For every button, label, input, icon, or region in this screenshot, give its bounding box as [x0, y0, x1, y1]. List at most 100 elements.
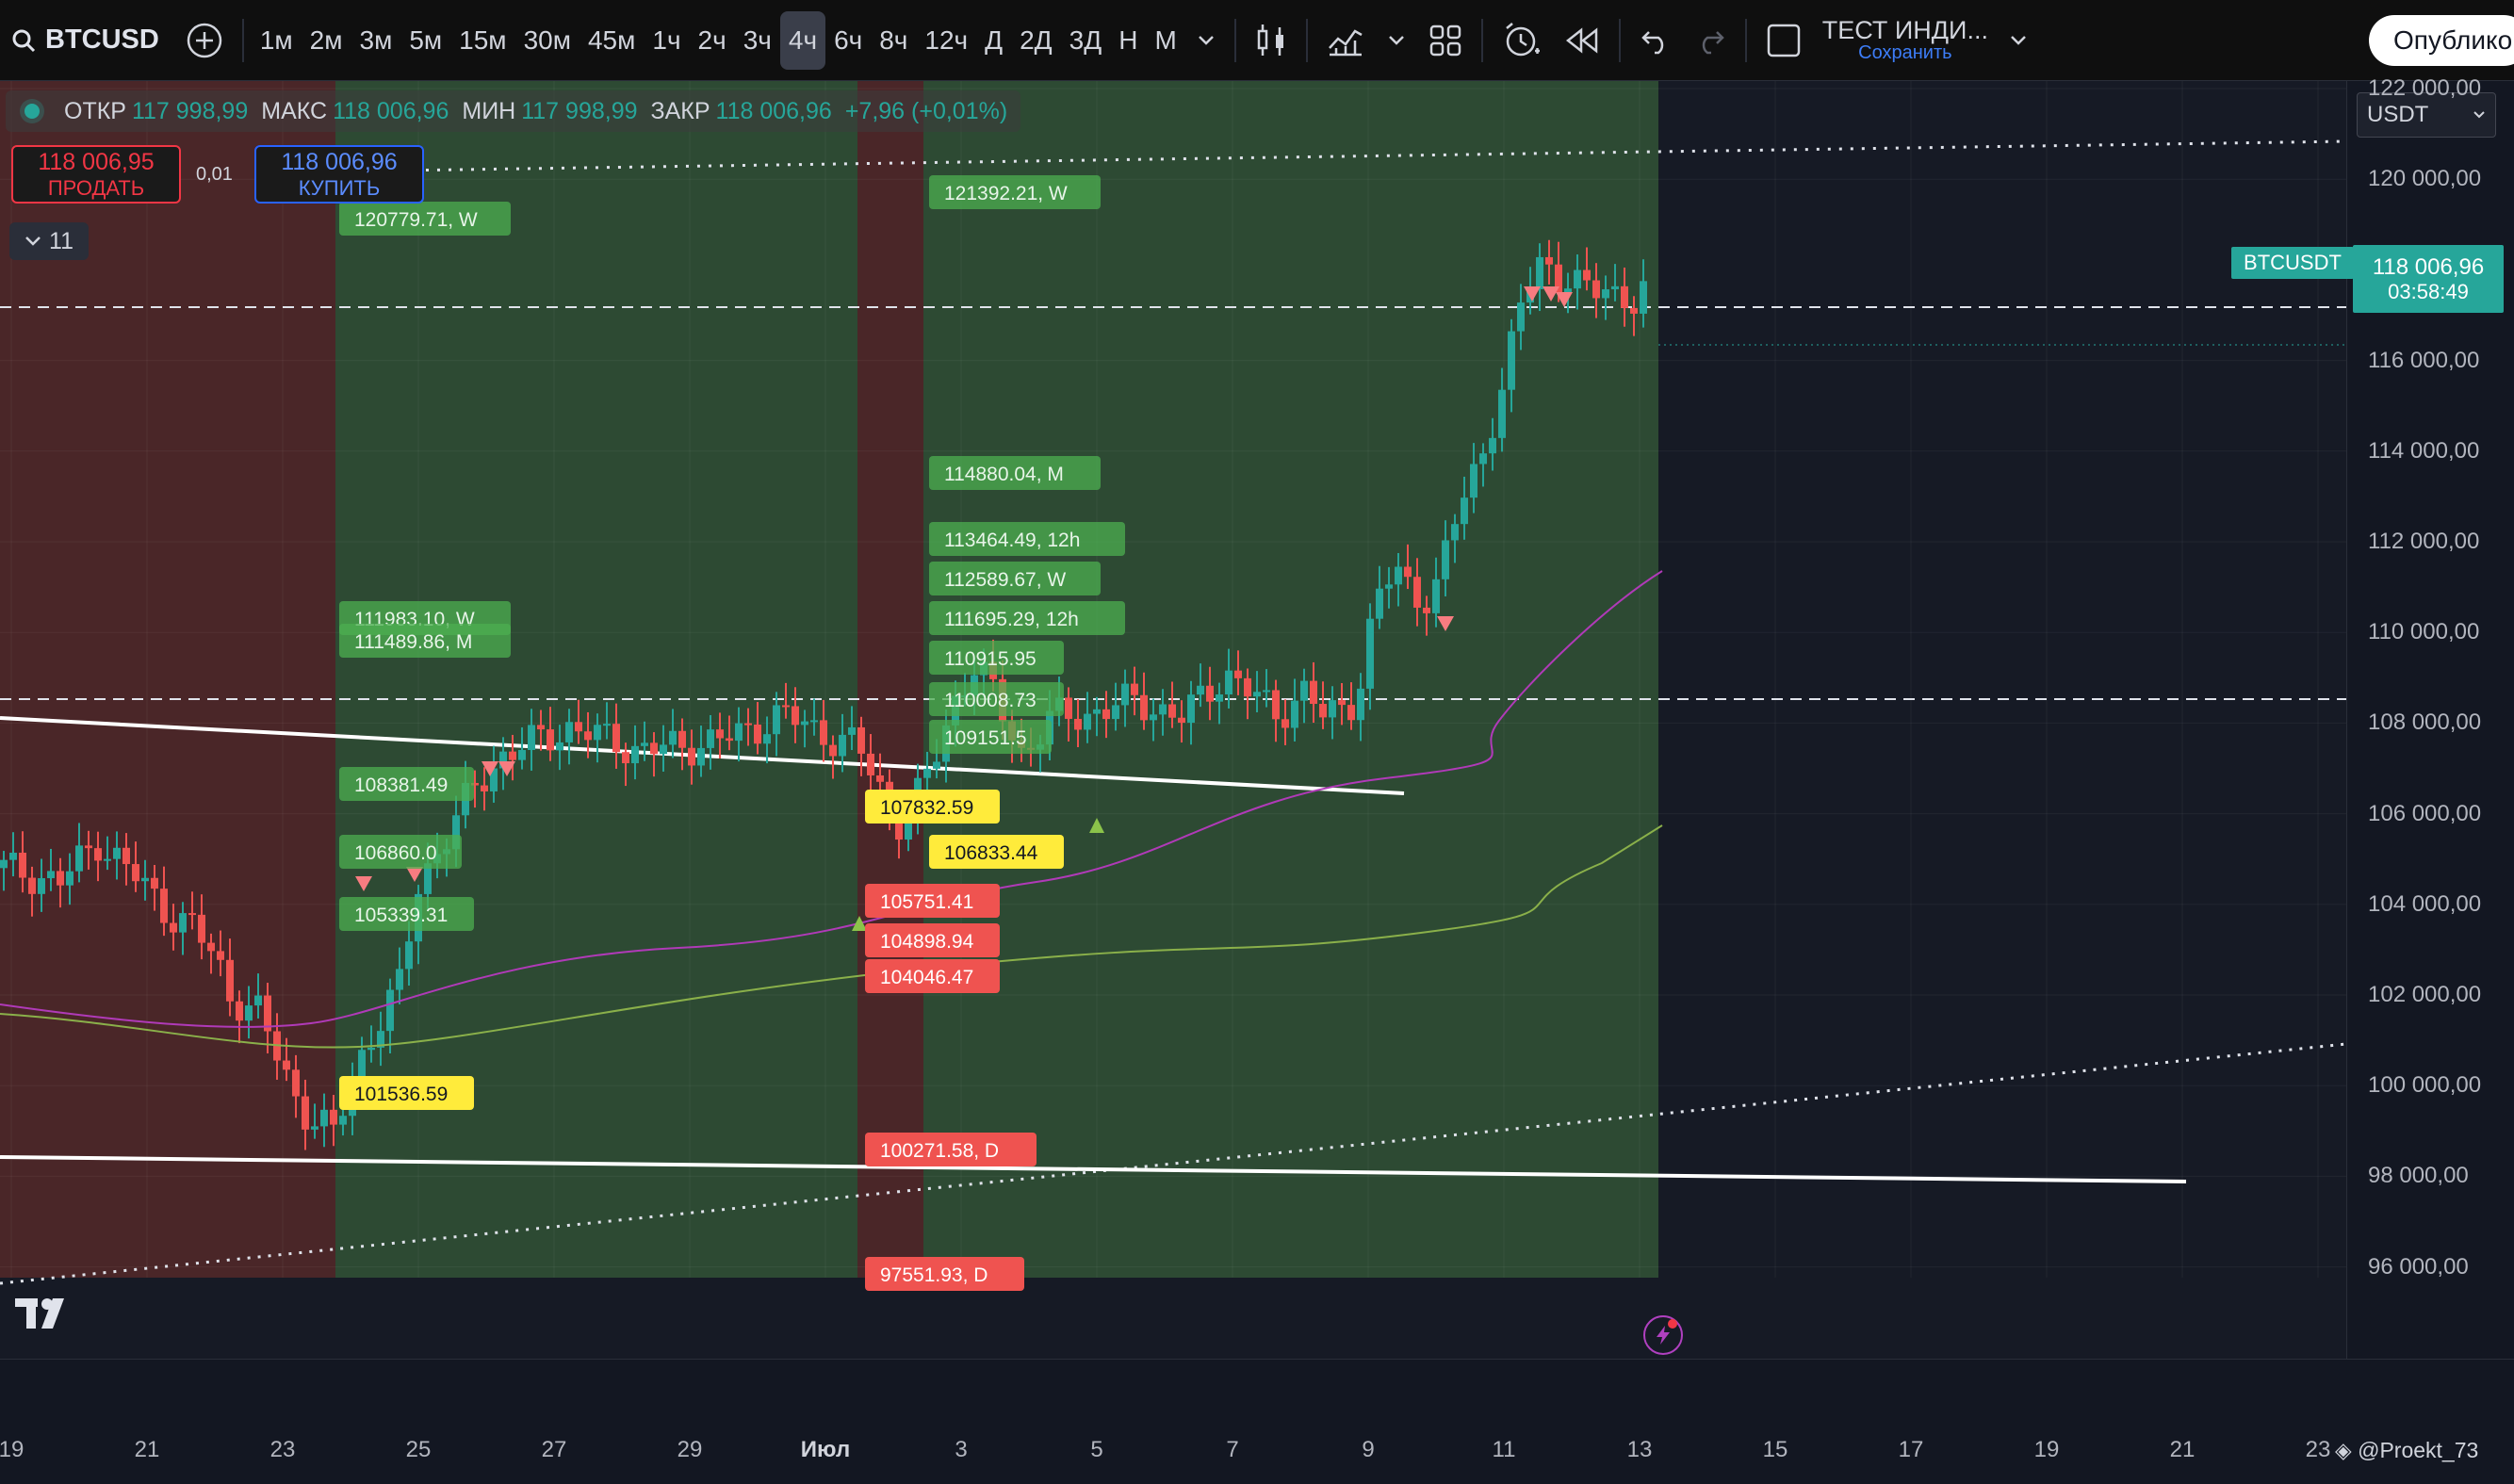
- candle-body: [1611, 285, 1619, 290]
- level-label-text: 106860.0: [354, 842, 437, 864]
- candles-icon: [1257, 24, 1283, 56]
- lightning-button[interactable]: [1643, 1315, 1683, 1355]
- candle-body: [339, 1116, 347, 1125]
- level-label-text: 112589.67, W: [944, 569, 1066, 591]
- candle-body: [575, 722, 582, 732]
- interval-button[interactable]: 1ч: [652, 24, 681, 55]
- interval-button[interactable]: 3Д: [1069, 24, 1102, 55]
- time-axis-label: 23: [2305, 1437, 2331, 1462]
- level-label-text: 114880.04, M: [944, 464, 1064, 485]
- candle-body: [537, 725, 545, 730]
- candle-body: [1423, 607, 1430, 613]
- candle-body: [226, 959, 234, 1002]
- level-label: 109151.5: [929, 720, 1052, 754]
- level-label: 101536.59: [339, 1076, 474, 1110]
- ohlc-legend: ОТКР 117 998,99 МАКС 118 006,96 МИН 117 998…: [6, 90, 1021, 132]
- interval-button[interactable]: 15м: [459, 24, 507, 55]
- chevron-down-icon: [1388, 35, 1404, 45]
- interval-button[interactable]: 2Д: [1020, 24, 1053, 55]
- currency-select[interactable]: USDT: [2357, 92, 2496, 138]
- chart-type-button[interactable]: [1244, 11, 1298, 70]
- layout-menu-button[interactable]: [1998, 11, 2039, 70]
- time-axis[interactable]: 19 21 23 25 27 29 Июл 3 5 7 9 11 13 15 17 19 21 23: [0, 1359, 2514, 1484]
- level-label-bg: [865, 790, 1000, 824]
- interval-button[interactable]: 8ч: [879, 24, 908, 55]
- candle-body: [38, 878, 45, 894]
- level-label-bg: [865, 1257, 1024, 1291]
- chart-pane[interactable]: 121392.21, W 120779.71, W 114880.04, M 1134…: [0, 81, 2346, 1359]
- last-price-tag: 118 006,96 03:58:49: [2353, 245, 2504, 313]
- tradingview-logo[interactable]: [15, 1296, 77, 1335]
- interval-button[interactable]: 5м: [409, 24, 443, 55]
- candle-body: [481, 785, 488, 791]
- candle-body: [1347, 705, 1355, 721]
- symbol-price-tag: BTCUSDT: [2231, 247, 2354, 279]
- indicators-button[interactable]: [1315, 11, 1376, 70]
- level-label: 108381.49: [339, 767, 474, 801]
- time-axis-label: 13: [1626, 1437, 1653, 1462]
- toolbar-separator: [1618, 18, 1621, 62]
- candle-body: [650, 742, 658, 755]
- candle-body: [1630, 307, 1638, 314]
- dotted-trend-line: [335, 139, 2346, 173]
- sell-button[interactable]: 118 006,95 ПРОДАТЬ: [11, 145, 181, 204]
- replay-button[interactable]: [1553, 11, 1611, 70]
- indicators-collapse-button[interactable]: 11: [9, 222, 89, 260]
- level-label-bg: [339, 1076, 474, 1110]
- sell-price: 118 006,95: [38, 148, 155, 175]
- interval-button[interactable]: 4ч: [779, 10, 826, 70]
- redo-button[interactable]: [1683, 11, 1738, 70]
- sell-signal-icon: [1556, 292, 1573, 307]
- interval-button[interactable]: 1м: [259, 24, 293, 55]
- toolbar-separator: [1233, 18, 1236, 62]
- candle-body: [1121, 683, 1129, 706]
- buy-button[interactable]: 118 006,96 КУПИТЬ: [254, 145, 424, 204]
- order-quantity[interactable]: 0,01: [196, 164, 233, 185]
- candle-body: [1432, 579, 1440, 613]
- alert-button[interactable]: [1491, 11, 1553, 70]
- level-label-bg: [865, 884, 1000, 918]
- time-axis-label: 27: [541, 1437, 567, 1462]
- price-chart[interactable]: 121392.21, W 120779.71, W 114880.04, M 1134…: [0, 81, 2346, 1359]
- close-label: ЗАКР: [650, 97, 710, 124]
- candle-body: [452, 815, 460, 850]
- time-axis-label: 25: [405, 1437, 432, 1462]
- interval-button[interactable]: 45м: [587, 24, 636, 55]
- level-label-bg: [339, 897, 474, 931]
- compare-symbol-button[interactable]: [174, 11, 235, 70]
- interval-button[interactable]: М: [1154, 24, 1177, 55]
- indicators-menu-button[interactable]: [1376, 11, 1417, 70]
- layout-checkbox-button[interactable]: [1755, 11, 1813, 70]
- candle-body: [839, 734, 846, 757]
- level-label: 113464.49, 12h: [929, 522, 1125, 556]
- templates-button[interactable]: [1417, 11, 1474, 70]
- interval-button[interactable]: 2ч: [697, 24, 726, 55]
- interval-button[interactable]: 3ч: [743, 24, 772, 55]
- candle-body: [1244, 677, 1251, 697]
- time-axis-label: 15: [1762, 1437, 1788, 1462]
- interval-button[interactable]: 2м: [309, 24, 343, 55]
- chevron-down-icon: [1198, 35, 1214, 45]
- time-axis-label: 17: [1898, 1437, 1924, 1462]
- interval-button[interactable]: Д: [985, 24, 1004, 55]
- publish-button[interactable]: Опублико: [2369, 15, 2514, 66]
- layout-save[interactable]: ТЕСТ ИНДИ... Сохранить: [1813, 16, 1998, 63]
- interval-button[interactable]: 12ч: [924, 24, 969, 55]
- interval-button[interactable]: 3м: [359, 24, 393, 55]
- candle-body: [1583, 269, 1591, 281]
- undo-button[interactable]: [1628, 11, 1683, 70]
- interval-more-button[interactable]: [1185, 11, 1227, 70]
- candle-body: [1479, 453, 1487, 465]
- interval-button[interactable]: 6ч: [834, 24, 863, 55]
- candle-body: [1187, 694, 1195, 724]
- candle-body: [1178, 717, 1185, 724]
- time-axis-label: 23: [269, 1437, 296, 1462]
- interval-button[interactable]: 30м: [523, 24, 571, 55]
- buy-label: КУПИТЬ: [298, 175, 381, 200]
- candle-body: [424, 863, 432, 894]
- symbol-search[interactable]: BTCUSD: [0, 0, 174, 81]
- interval-button[interactable]: Н: [1118, 24, 1138, 55]
- price-axis-label: 114 000,00: [2368, 437, 2480, 464]
- candle-body: [1404, 566, 1412, 578]
- candle-body: [1300, 680, 1308, 701]
